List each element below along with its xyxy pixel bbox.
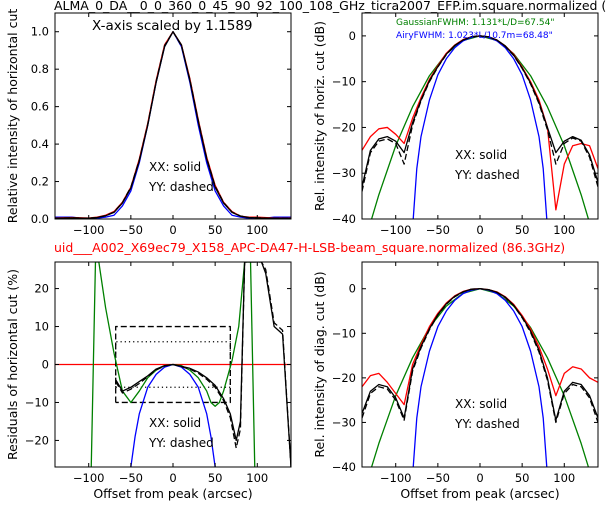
- x-tick-label: −50: [426, 223, 450, 237]
- legend-entry-0: XX: solid: [455, 148, 507, 162]
- x-tick-label: −100: [73, 223, 105, 237]
- series-line-2: [362, 288, 598, 406]
- y-tick-label: 0: [42, 358, 49, 372]
- series-group: [362, 288, 598, 467]
- series-line-2: [115, 341, 231, 388]
- y-axis-label: Residuals of horizontal cut (%): [5, 269, 20, 460]
- y-tick-label: 20: [34, 282, 49, 296]
- x-tick-label: 0: [476, 471, 483, 485]
- y-tick-label: 0.4: [31, 137, 49, 151]
- x-tick-label: 100: [246, 223, 268, 237]
- x-tick-label: −100: [380, 471, 412, 485]
- chart-bottom-right: −100 −50 0 50 100 0 −10 −20 −30 −40 Rel. intensity…: [312, 261, 599, 501]
- y-tick-label: 0.6: [31, 100, 49, 114]
- legend-entry-0: XX: solid: [455, 397, 507, 411]
- legend-entry-1: YY: dashed: [148, 436, 214, 450]
- x-tick-label: 50: [208, 471, 223, 485]
- series-line-3: [55, 31, 291, 219]
- legend-entry-1: YY: dashed: [454, 417, 520, 431]
- y-axis-label: Relative intensity of horizontal cut: [5, 9, 20, 224]
- y-tick-label: −10: [332, 75, 356, 89]
- x-tick-label: 50: [515, 471, 530, 485]
- y-tick-label: 0: [349, 282, 356, 296]
- y-tick-label: −10: [25, 395, 49, 409]
- fit-label-1: AiryFWHM: 1.023*L/10.7m=68.48": [396, 31, 553, 41]
- legend-entry-1: YY: dashed: [148, 180, 214, 194]
- x-axis-label: Offset from peak (arcsec): [400, 486, 559, 501]
- series-line-1: [412, 35, 548, 219]
- axes-frame: [361, 261, 599, 468]
- series-group: [55, 262, 291, 467]
- x-tick-label: −50: [119, 223, 143, 237]
- series-line-4: [362, 35, 598, 192]
- y-tick-label: 10: [34, 320, 49, 334]
- fit-label-0: GaussianFWHM: 1.131*L/D=67.54": [396, 18, 554, 28]
- y-tick-label: −30: [332, 166, 356, 180]
- series-group: [362, 35, 598, 219]
- x-tick-label: −100: [73, 471, 105, 485]
- x-tick-label: −50: [119, 471, 143, 485]
- y-tick-label: −40: [332, 212, 356, 226]
- series-line-4: [362, 288, 598, 424]
- x-tick-label: 100: [553, 223, 575, 237]
- y-tick-label: 0: [349, 29, 356, 43]
- legend: XX: solid YY: dashed: [454, 397, 520, 431]
- x-tick-label: 100: [246, 471, 268, 485]
- y-tick-label: 0.0: [31, 212, 49, 226]
- y-tick-label: 1.0: [31, 25, 49, 39]
- y-tick-label: −20: [332, 371, 356, 385]
- y-tick-label: −40: [332, 460, 356, 474]
- x-tick-label: 50: [208, 223, 223, 237]
- legend-entry-0: XX: solid: [149, 160, 201, 174]
- y-tick-label: −30: [332, 415, 356, 429]
- series-line-1: [412, 288, 548, 467]
- legend-entry-1: YY: dashed: [454, 168, 520, 182]
- series-group: [55, 31, 291, 219]
- y-tick-label: −20: [25, 433, 49, 447]
- scale-annotation: X-axis scaled by 1.1589: [92, 18, 253, 34]
- series-line-1: [115, 325, 231, 404]
- legend-entry-0: XX: solid: [149, 416, 201, 430]
- series-line-3: [362, 35, 598, 188]
- y-tick-label: 0.2: [31, 175, 49, 189]
- axes-frame: [361, 12, 599, 220]
- x-tick-label: −100: [380, 223, 412, 237]
- x-axis-label: Offset from peak (arcsec): [93, 486, 252, 501]
- y-tick-label: 0.8: [31, 62, 49, 76]
- legend: XX: solid YY: dashed: [148, 416, 214, 450]
- series-line-2: [362, 35, 598, 211]
- figure-top-title: ALMA_0_DA__0_0_360_0_45_90_92_100_108_GH…: [54, 0, 606, 13]
- x-tick-label: 0: [476, 223, 483, 237]
- x-tick-label: 0: [169, 223, 176, 237]
- x-tick-label: 0: [169, 471, 176, 485]
- legend: XX: solid YY: dashed: [148, 160, 214, 194]
- chart-top-right: −100 −50 0 50 100 0 −10 −20 −30 −40 Rel. intensity…: [312, 12, 599, 237]
- y-axis-label: Rel. intensity of diag. cut (dB): [312, 271, 327, 457]
- chart-top-left: −100 −50 0 50 100 0.0 0.2 0.4 0.6 0.8 1.0 Relative …: [5, 9, 292, 237]
- series-line-6: [115, 262, 291, 467]
- figure-mid-title: uid___A002_X69ec79_X158_APC-DA47-H-LSB-b…: [54, 240, 565, 255]
- y-tick-label: −20: [332, 120, 356, 134]
- chart-panels: −100 −50 0 50 1000.00.20.40.60.81.0Relative …: [5, 9, 599, 501]
- x-tick-label: −50: [426, 471, 450, 485]
- x-tick-label: 100: [553, 471, 575, 485]
- legend: XX: solid YY: dashed: [454, 148, 520, 182]
- y-axis-label: Rel. intensity of horiz. cut (dB): [312, 21, 327, 211]
- y-tick-label: −10: [332, 326, 356, 340]
- x-tick-label: 50: [515, 223, 530, 237]
